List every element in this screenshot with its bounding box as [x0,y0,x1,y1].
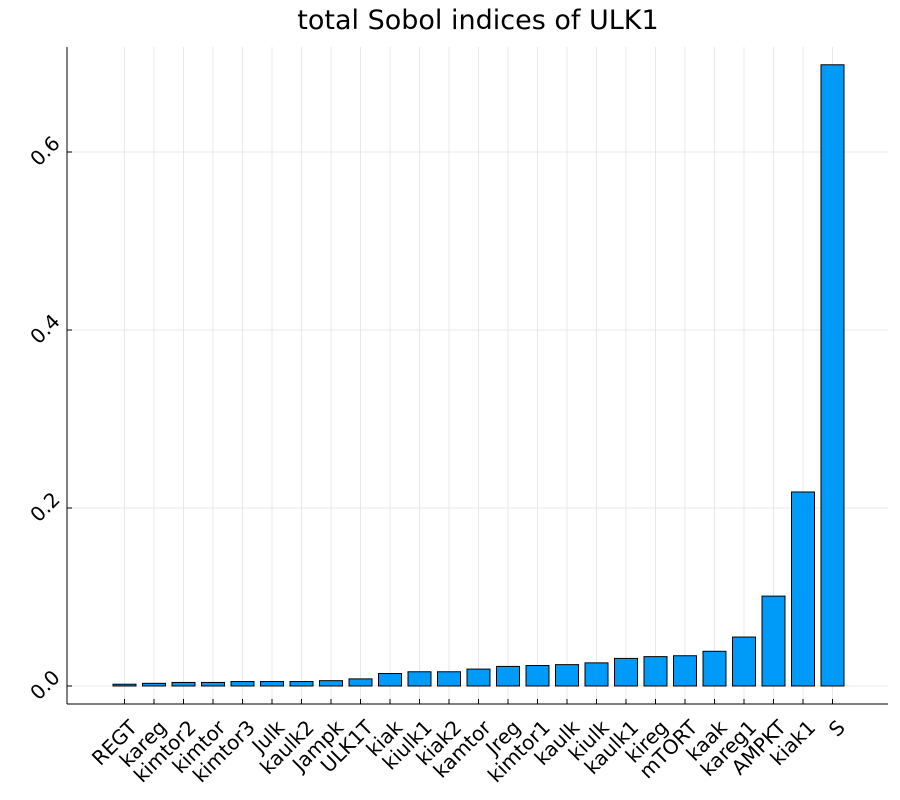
bar [761,595,786,687]
bar [230,681,255,687]
bar [820,64,845,687]
bar [702,650,727,687]
bar [407,671,432,687]
bar [437,671,461,687]
bar [171,681,196,687]
y-tick-label: 0.0 [25,665,64,704]
y-tick-label: 0.2 [25,487,64,526]
bar [378,673,402,687]
tick-labels: 0.00.20.40.6REGTkaregkimtor2kimtorkimtor… [25,131,850,787]
chart-title: total Sobol indices of ULK1 [297,5,658,36]
y-tick-label: 0.4 [25,309,64,348]
bar [260,681,284,687]
bars [112,64,845,687]
bar [466,668,491,687]
y-tick-label: 0.6 [25,131,64,170]
bar [319,680,343,687]
bar [584,662,609,687]
axes [66,47,888,705]
bar [112,683,137,687]
bar [525,665,550,687]
bar [289,681,314,687]
bar [555,664,579,687]
bar [673,655,697,687]
bar [348,678,373,687]
bar [201,681,225,687]
bar [791,491,815,687]
bar [643,656,668,687]
bar [732,636,756,687]
bar [614,657,638,687]
bar [496,665,520,687]
x-tick-label: S [824,715,850,741]
bar [142,682,166,687]
